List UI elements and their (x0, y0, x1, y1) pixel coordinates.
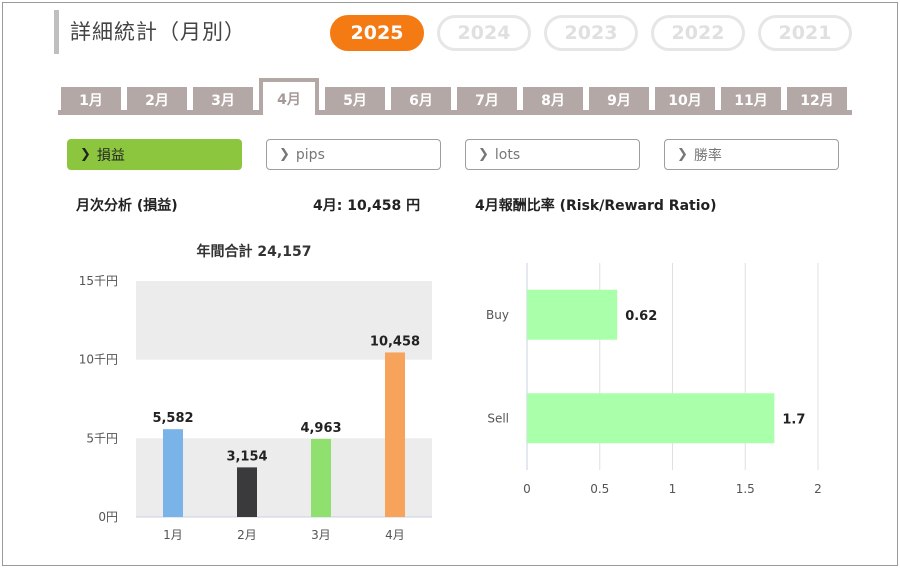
rr-ratio-label: 4月報酬比率 (Risk/Reward Ratio) (475, 198, 717, 214)
x-tick-label: 0 (523, 482, 531, 496)
y-tick-label: 5千円 (86, 431, 118, 445)
year-button-2025[interactable]: 2025 (330, 15, 424, 51)
y-category-label: Buy (486, 308, 509, 322)
y-tick-label: 15千円 (79, 274, 118, 288)
bar (527, 289, 618, 340)
y-tick-label: 0円 (98, 510, 118, 524)
subtab-profit[interactable]: ❯ 損益 (67, 139, 242, 170)
subtab-profit-label: 損益 (96, 147, 125, 164)
y-category-label: Sell (487, 411, 509, 425)
year-button-2024[interactable]: 2024 (437, 15, 531, 51)
bar-value-label: 0.62 (625, 309, 657, 324)
tab-month-8[interactable]: 8月 (523, 87, 583, 112)
tab-month-11[interactable]: 11月 (721, 87, 781, 112)
tab-month-1[interactable]: 1月 (61, 87, 121, 112)
bar (163, 429, 183, 517)
page-title: 詳細統計（月別） (70, 20, 246, 44)
bar-value-label: 3,154 (226, 449, 267, 464)
subtab-lots-label: lots (494, 146, 521, 163)
x-tick-label: 4月 (385, 528, 405, 542)
bar (311, 438, 331, 517)
chart-title: 年間合計 24,157 (197, 243, 312, 260)
title-accent-bar (54, 10, 59, 54)
chevron-right-icon: ❯ (80, 147, 91, 162)
bar (237, 467, 257, 517)
bar-value-label: 10,458 (370, 334, 420, 349)
grid-band (136, 281, 432, 360)
chevron-right-icon: ❯ (279, 147, 290, 162)
tab-month-3[interactable]: 3月 (193, 87, 253, 112)
grid-band (136, 438, 432, 517)
tab-month-5[interactable]: 5月 (325, 87, 385, 112)
y-tick-label: 10千円 (79, 353, 118, 367)
bar-value-label: 4,963 (300, 421, 341, 436)
year-button-2023[interactable]: 2023 (544, 15, 638, 51)
monthly-current-value: 4月: 10,458 円 (313, 198, 421, 214)
year-button-2022[interactable]: 2022 (651, 15, 745, 51)
subtab-lots[interactable]: ❯ lots (465, 139, 640, 170)
tab-month-4[interactable]: 4月 (259, 78, 319, 115)
monthly-analysis-label: 月次分析 (損益) (76, 198, 178, 214)
x-tick-label: 2月 (237, 528, 257, 542)
bar-value-label: 5,582 (152, 411, 193, 426)
tab-month-12[interactable]: 12月 (787, 87, 847, 112)
tab-month-10[interactable]: 10月 (655, 87, 715, 112)
x-tick-label: 1月 (163, 528, 183, 542)
chevron-right-icon: ❯ (677, 147, 688, 162)
subtab-winrate-label: 勝率 (693, 147, 722, 164)
subtab-winrate[interactable]: ❯ 勝率 (664, 139, 839, 170)
x-tick-label: 1.5 (736, 482, 755, 496)
tab-month-6[interactable]: 6月 (391, 87, 451, 112)
month-tab-baseline (58, 110, 852, 115)
x-tick-label: 1 (669, 482, 677, 496)
x-tick-label: 0.5 (590, 482, 609, 496)
x-tick-label: 3月 (311, 528, 331, 542)
chevron-right-icon: ❯ (478, 147, 489, 162)
x-tick-label: 2 (814, 482, 822, 496)
tab-month-9[interactable]: 9月 (589, 87, 649, 112)
tab-month-7[interactable]: 7月 (457, 87, 517, 112)
bar-value-label: 1.7 (782, 412, 805, 427)
bar (527, 393, 775, 444)
bar (385, 352, 405, 517)
year-button-2021[interactable]: 2021 (758, 15, 852, 51)
subtab-pips-label: pips (295, 146, 325, 163)
tab-month-2[interactable]: 2月 (127, 87, 187, 112)
subtab-pips[interactable]: ❯ pips (266, 139, 441, 170)
